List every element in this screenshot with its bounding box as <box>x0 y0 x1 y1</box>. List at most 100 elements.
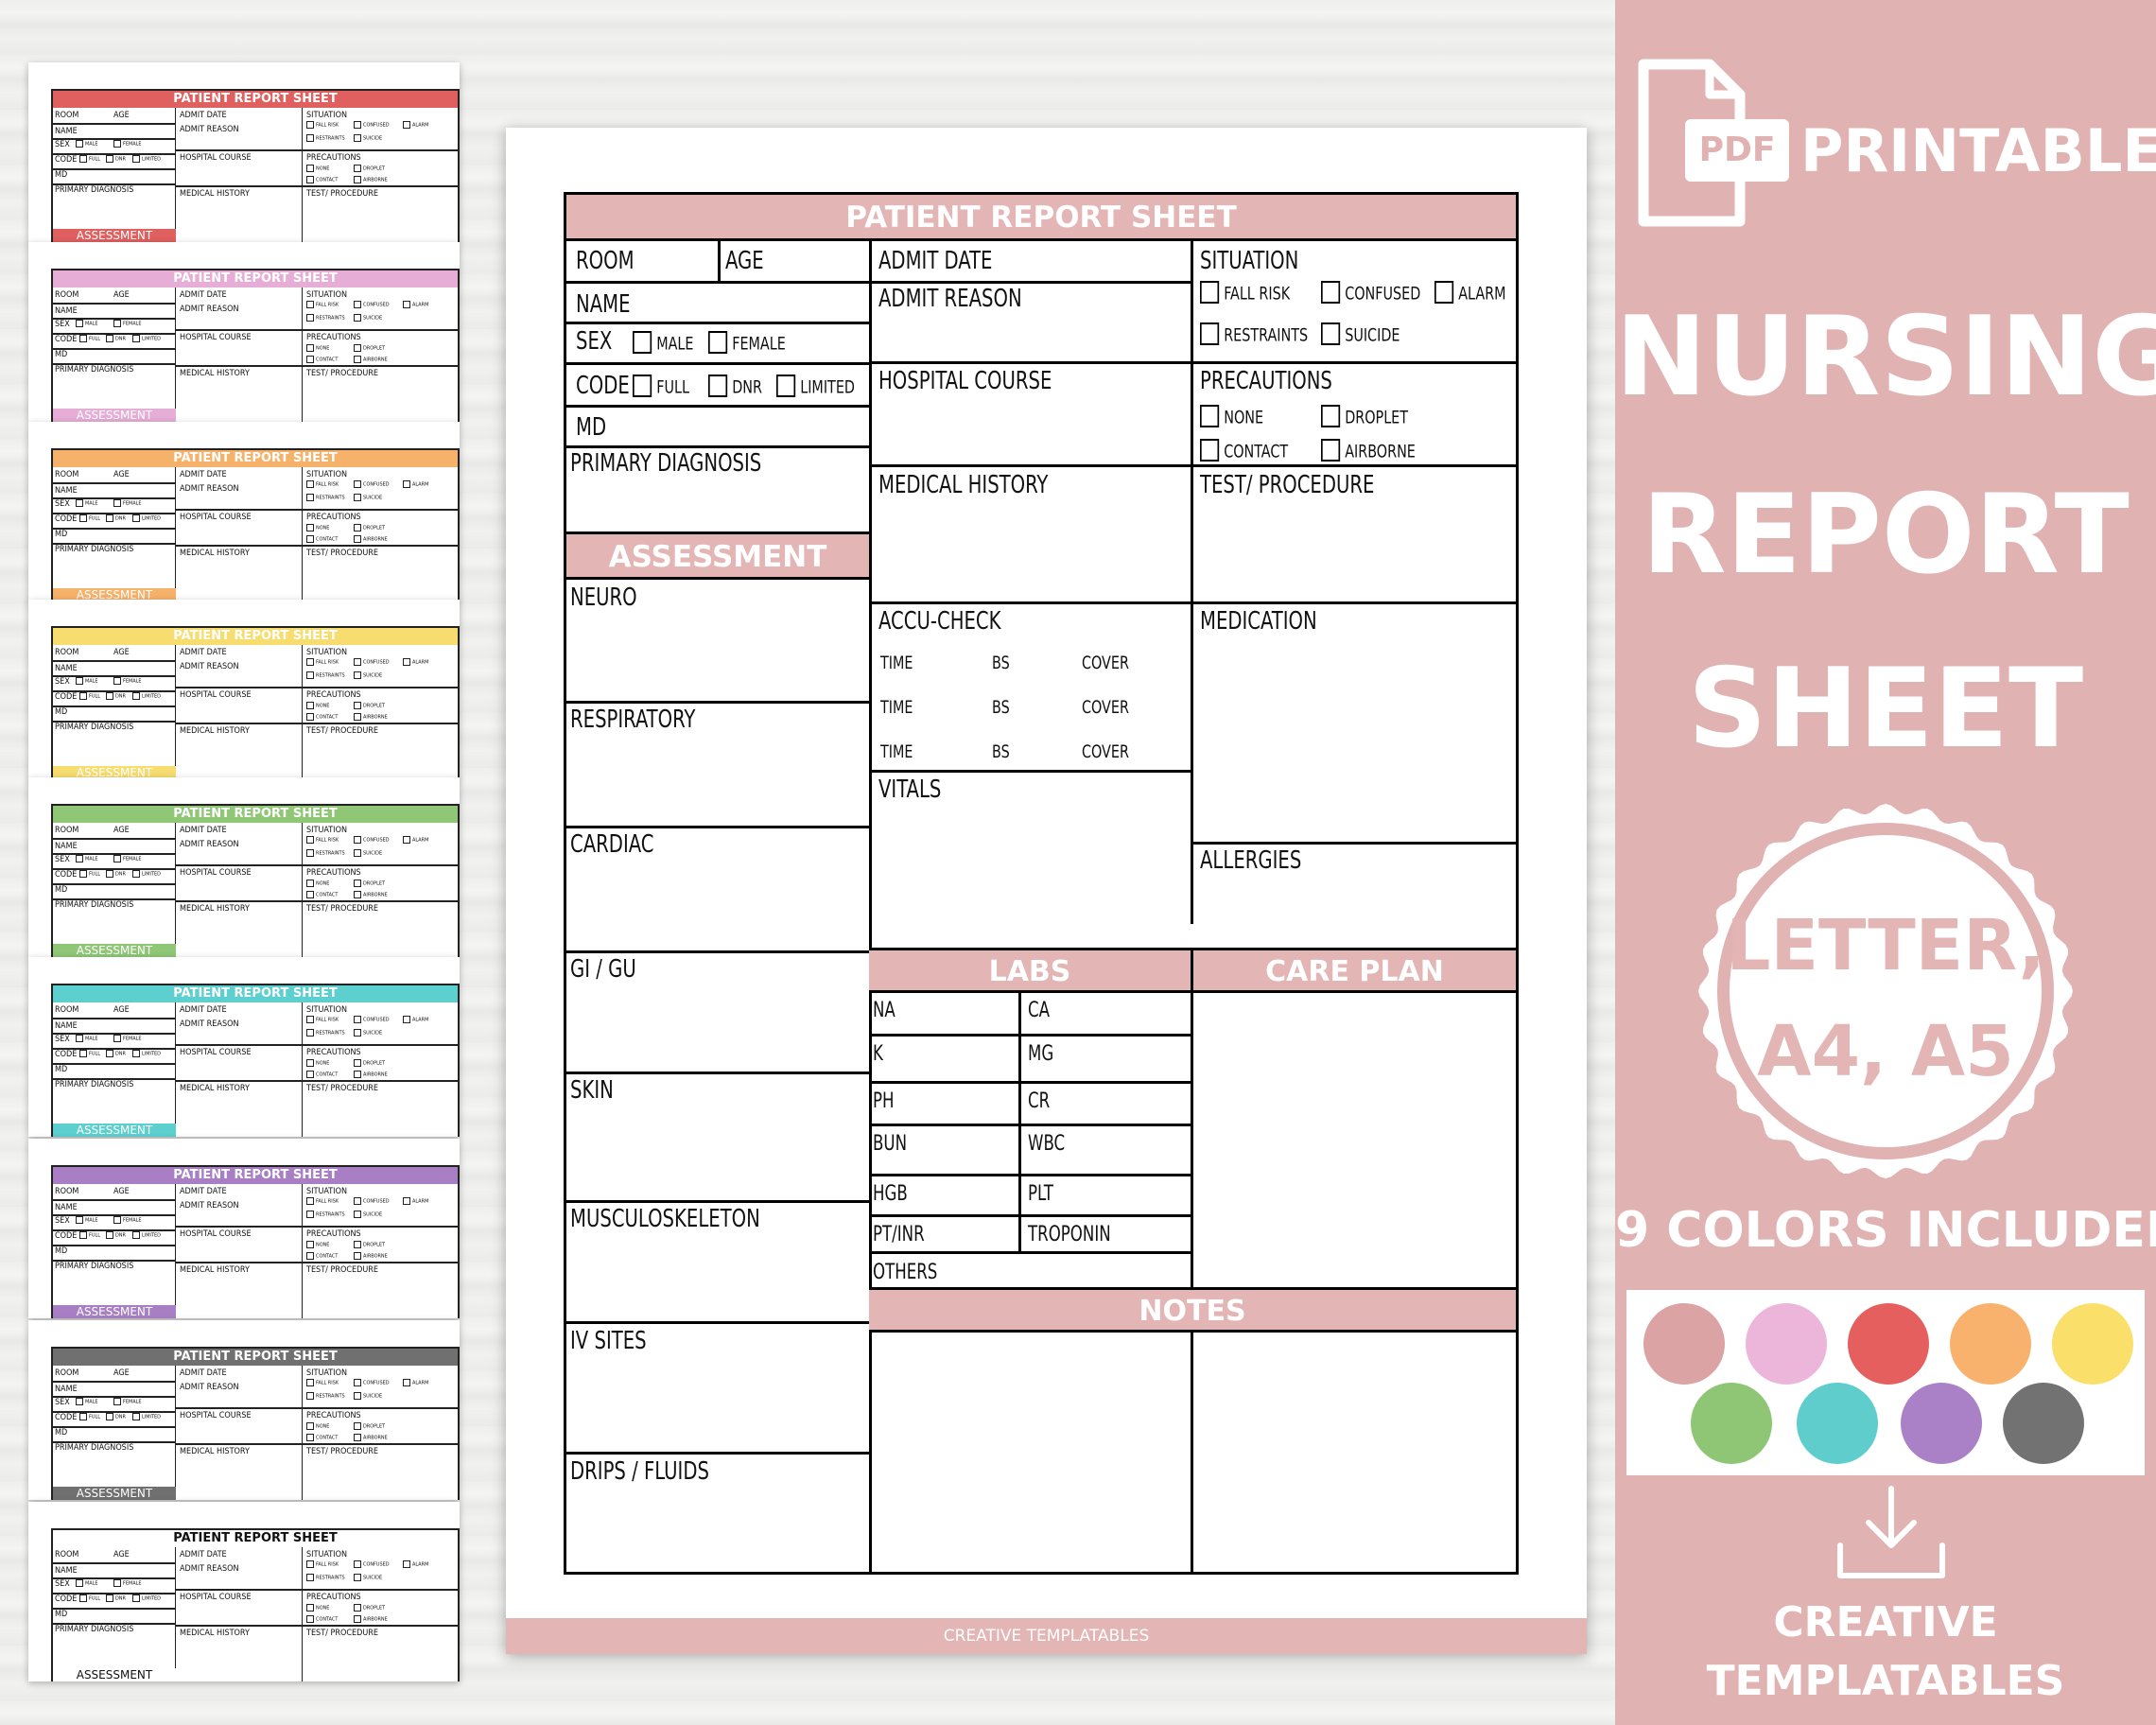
full-checkbox[interactable]: FULL <box>633 375 689 399</box>
thumb-checkbox-label: SUICIDE <box>363 1393 383 1400</box>
cover-label-1: COVER <box>1082 653 1129 673</box>
thumb-checkbox: CONFUSED <box>354 658 390 667</box>
thumb-checkbox: ALARM <box>403 121 428 130</box>
thumb-label: NAME <box>55 486 78 496</box>
dnr-checkbox[interactable]: DNR <box>708 375 762 399</box>
thumb-checkbox-label: CONTACT <box>316 357 339 363</box>
thumb-checkbox: DROPLET <box>354 1059 385 1068</box>
none-checkbox[interactable]: NONE <box>1200 405 1263 429</box>
confused-box[interactable] <box>1321 281 1341 304</box>
alarm-box[interactable] <box>1434 281 1454 304</box>
thumb-sex: SEX <box>55 1035 70 1044</box>
airborne-text: AIRBORNE <box>1345 441 1416 462</box>
thumb-checkbox: RESTRAINTS <box>306 1029 345 1037</box>
thumb-label: NAME <box>55 1021 78 1031</box>
thumb-checkbox-label: RESTRAINTS <box>316 672 345 679</box>
download-icon <box>1837 1486 1945 1578</box>
full-box[interactable] <box>633 375 652 397</box>
restraints-box[interactable] <box>1200 322 1220 345</box>
dnr-box[interactable] <box>708 375 728 397</box>
thumb-checkbox: DROPLET <box>354 1241 385 1249</box>
time-label-2: TIME <box>880 697 913 718</box>
thumb-checkbox-label: DNR <box>115 1051 126 1057</box>
thumbnail-variant: PATIENT REPORT SHEET ROOM AGE ADMIT DATE AD… <box>28 242 460 422</box>
female-checkbox[interactable]: FEMALE <box>708 331 786 356</box>
thumb-checkbox-label: FEMALE <box>123 321 142 327</box>
thumb-code: CODE <box>55 1050 78 1059</box>
airborne-checkbox[interactable]: AIRBORNE <box>1321 439 1416 463</box>
thumb-checkbox: DNR <box>106 692 126 701</box>
thumb-checkbox: NONE <box>306 1604 329 1612</box>
none-box[interactable] <box>1200 405 1220 427</box>
thumb-sex: SEX <box>55 1398 70 1407</box>
fall-risk-checkbox[interactable]: FALL RISK <box>1200 281 1291 305</box>
thumb-checkbox: MALE <box>76 1035 98 1043</box>
thumb-label: NAME <box>55 1566 78 1576</box>
thumb-label: TEST/ PROCEDURE <box>306 1084 378 1093</box>
limited-checkbox[interactable]: LIMITED <box>776 375 855 399</box>
thumb-label: ADMIT DATE <box>180 648 227 657</box>
thumb-label: NAME <box>55 664 78 673</box>
thumbnail-variant: PATIENT REPORT SHEET ROOM AGE ADMIT DATE AD… <box>28 1502 460 1681</box>
thumb-checkbox-label: DNR <box>115 1595 126 1602</box>
restraints-checkbox[interactable]: RESTRAINTS <box>1200 322 1308 347</box>
confused-text: CONFUSED <box>1345 283 1421 305</box>
thumb-checkbox-label: DROPLET <box>363 1605 386 1612</box>
lab-item-7: WBC <box>1028 1132 1066 1156</box>
care-plan-title: CARE PLAN <box>1265 955 1444 988</box>
age-label: AGE <box>725 247 764 275</box>
male-checkbox[interactable]: MALE <box>633 331 693 356</box>
droplet-box[interactable] <box>1321 405 1341 427</box>
thumb-checkbox: FALL RISK <box>306 480 339 489</box>
thumb-checkbox-label: DROPLET <box>363 525 386 531</box>
color-swatch <box>2052 1303 2133 1385</box>
thumb-label: PRIMARY DIAGNOSIS <box>55 1625 134 1634</box>
thumb-label: AGE <box>113 290 130 300</box>
thumb-checkbox: FALL RISK <box>306 1197 339 1206</box>
thumb-checkbox-label: AIRBORNE <box>363 357 388 363</box>
fall-risk-box[interactable] <box>1200 281 1220 304</box>
alarm-checkbox[interactable]: ALARM <box>1434 281 1506 305</box>
bs-label-1: BS <box>992 653 1010 673</box>
female-box[interactable] <box>708 331 728 354</box>
contact-text: CONTACT <box>1224 441 1289 462</box>
thumb-label: MEDICAL HISTORY <box>180 189 250 199</box>
thumb-checkbox-label: FALL RISK <box>316 837 339 844</box>
thumb-checkbox-label: ALARM <box>412 659 429 666</box>
admit-reason-label: ADMIT REASON <box>878 285 1022 313</box>
thumb-checkbox: CONTACT <box>306 1252 338 1261</box>
limited-box[interactable] <box>776 375 796 397</box>
thumb-checkbox: CONFUSED <box>354 301 390 309</box>
product-title-line-3: SHEET <box>1687 645 2084 773</box>
thumb-checkbox-label: ALARM <box>412 302 429 308</box>
thumb-checkbox-label: ALARM <box>412 481 429 488</box>
thumb-label: PRECAUTIONS <box>306 1048 361 1057</box>
suicide-checkbox[interactable]: SUICIDE <box>1321 322 1400 347</box>
confused-checkbox[interactable]: CONFUSED <box>1321 281 1421 305</box>
thumb-label: AGE <box>113 470 130 479</box>
male-box[interactable] <box>633 331 652 354</box>
thumb-checkbox-label: CONFUSED <box>363 1380 390 1386</box>
dnr-text: DNR <box>732 376 762 398</box>
contact-checkbox[interactable]: CONTACT <box>1200 439 1289 463</box>
fall-risk-text: FALL RISK <box>1224 283 1291 305</box>
thumb-label: SITUATION <box>306 290 347 300</box>
thumb-checkbox-label: CONFUSED <box>363 1017 390 1023</box>
thumb-label: SEX <box>55 1398 70 1407</box>
thumb-label: CODE <box>55 870 77 880</box>
contact-box[interactable] <box>1200 439 1220 462</box>
suicide-box[interactable] <box>1321 322 1341 345</box>
thumbnail-variant: PATIENT REPORT SHEET ROOM AGE ADMIT DATE AD… <box>28 62 460 242</box>
thumb-checkbox-label: FEMALE <box>123 1217 142 1224</box>
thumb-checkbox-label: SUICIDE <box>363 672 383 679</box>
color-swatch <box>1643 1303 1725 1385</box>
thumbnail-variant: PATIENT REPORT SHEET ROOM AGE ADMIT DATE AD… <box>28 957 460 1137</box>
airborne-box[interactable] <box>1321 439 1341 462</box>
drips-fluids-label: DRIPS / FLUIDS <box>570 1457 709 1486</box>
thumb-label: PRECAUTIONS <box>306 1593 361 1602</box>
thumb-label: SITUATION <box>306 1005 347 1015</box>
thumb-checkbox: FULL <box>79 155 100 164</box>
thumb-label: ROOM <box>55 290 79 300</box>
droplet-checkbox[interactable]: DROPLET <box>1321 405 1408 429</box>
thumb-checkbox-label: ALARM <box>412 122 429 129</box>
